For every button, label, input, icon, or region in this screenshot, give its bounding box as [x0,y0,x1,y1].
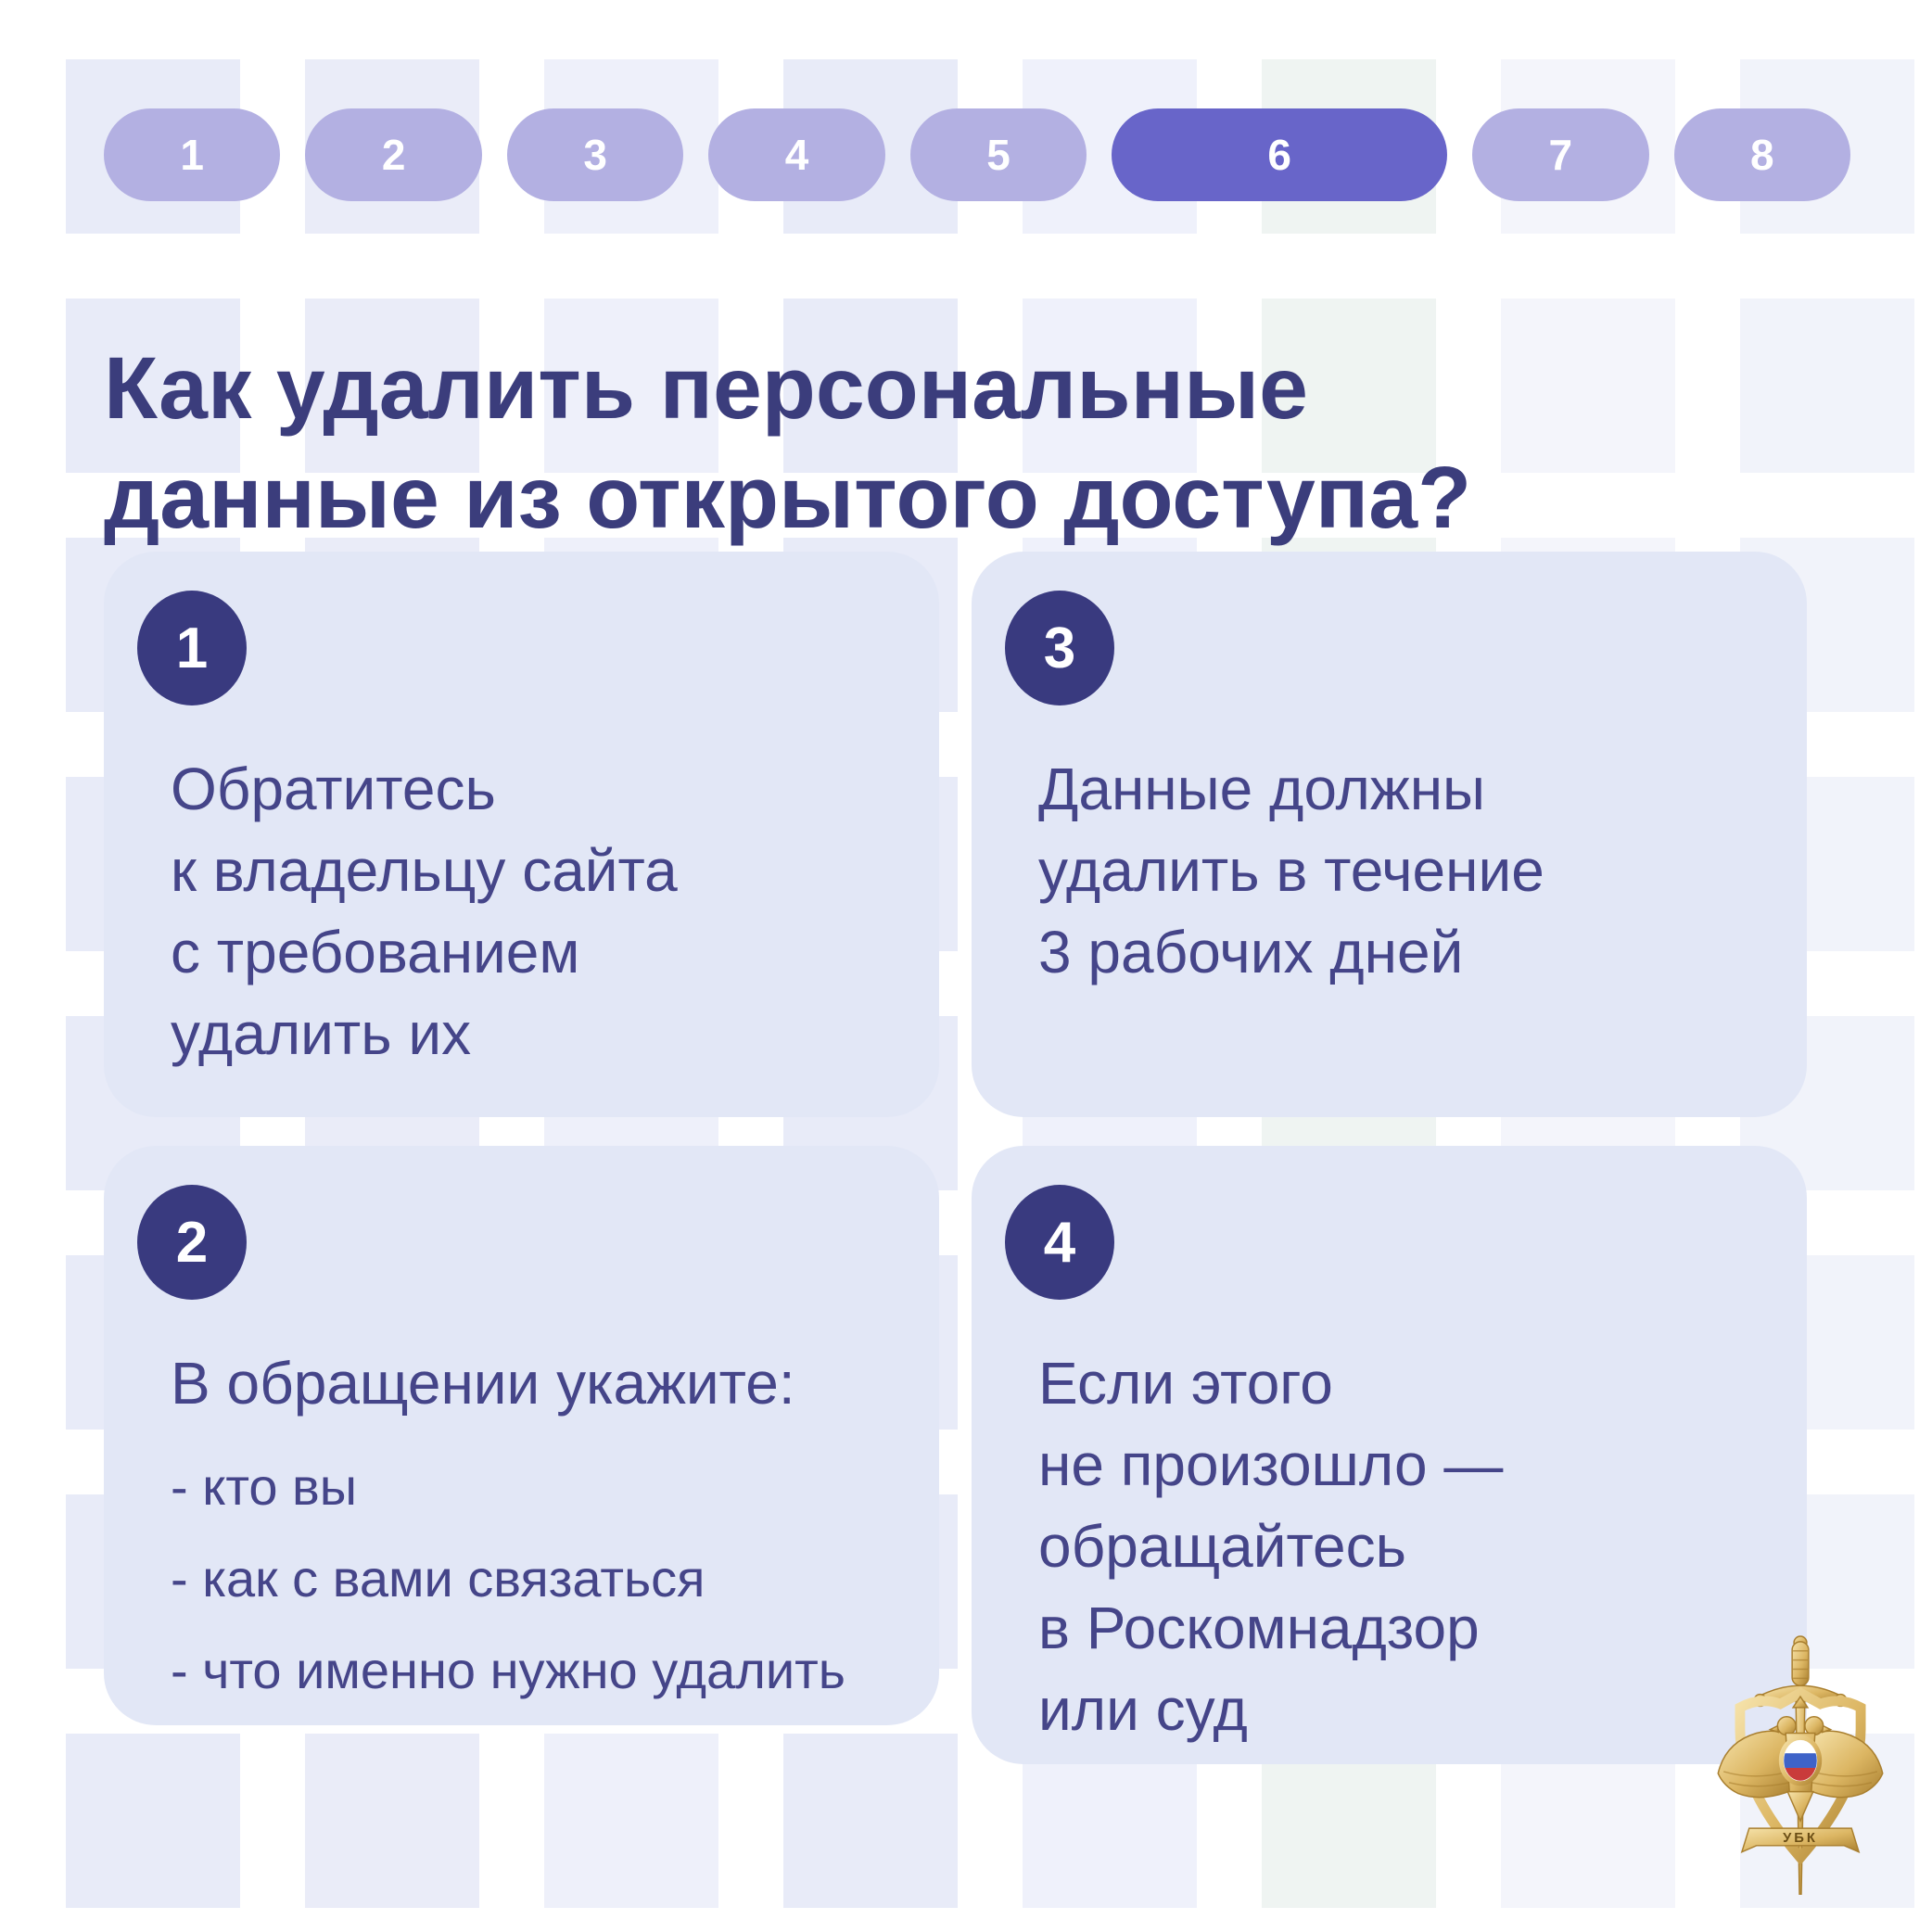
step-number: 2 [175,1210,209,1275]
pagination-pill-4[interactable]: 4 [708,108,885,201]
background-square [305,299,479,473]
background-square [305,1734,479,1908]
background-square [1740,299,1914,473]
pagination-pill-3[interactable]: 3 [506,108,684,201]
pagination-pill-8[interactable]: 8 [1673,108,1851,201]
background-square [1501,299,1675,473]
step-number: 4 [1043,1210,1076,1275]
card-bullet-list: - кто вы - как с вами связаться - что им… [171,1457,845,1699]
banner-text: УБК [1783,1831,1818,1846]
page-title: Как удалить персональные данные из откры… [104,338,1472,547]
background-square [66,1734,240,1908]
background-square [544,1734,718,1908]
background-square [783,299,958,473]
card-text: Данные должны удалить в течение 3 рабочи… [1038,756,1544,985]
card-text: Обратитесь к владельцу сайта с требовани… [171,756,678,1067]
step-number: 3 [1043,616,1076,680]
step-number-badge: 4 [1005,1185,1114,1300]
card-text: Если этого не произошло — обращайтесь в … [1038,1350,1504,1743]
banner: УБК [1740,1827,1861,1854]
background-square [544,299,718,473]
card-step-1: 1 Обратитесь к владельцу сайта с требова… [104,552,939,1117]
background-square [66,299,240,473]
medallion-icon [1778,1735,1823,1786]
step-number-badge: 3 [1005,591,1114,705]
card-step-2: 2 В обращении укажите: - кто вы - как с … [104,1146,939,1725]
pagination-pill-2[interactable]: 2 [305,108,482,201]
pagination-pill-6[interactable]: 6 [1112,108,1448,201]
card-step-4: 4 Если этого не произошло — обращайтесь … [972,1146,1807,1764]
step-number-badge: 2 [137,1185,247,1300]
pagination-pill-7[interactable]: 7 [1472,108,1649,201]
pagination-pill-1[interactable]: 1 [104,108,281,201]
card-step-3: 3 Данные должны удалить в течение 3 рабо… [972,552,1807,1117]
card-heading: В обращении укажите: [171,1350,795,1417]
background-square [1262,299,1436,473]
step-number-badge: 1 [137,591,247,705]
background-square [1023,299,1197,473]
background-square [783,1734,958,1908]
mvd-ubk-emblem-icon: УБК [1706,1634,1895,1900]
pagination-pill-5[interactable]: 5 [909,108,1087,201]
step-number: 1 [175,616,209,680]
